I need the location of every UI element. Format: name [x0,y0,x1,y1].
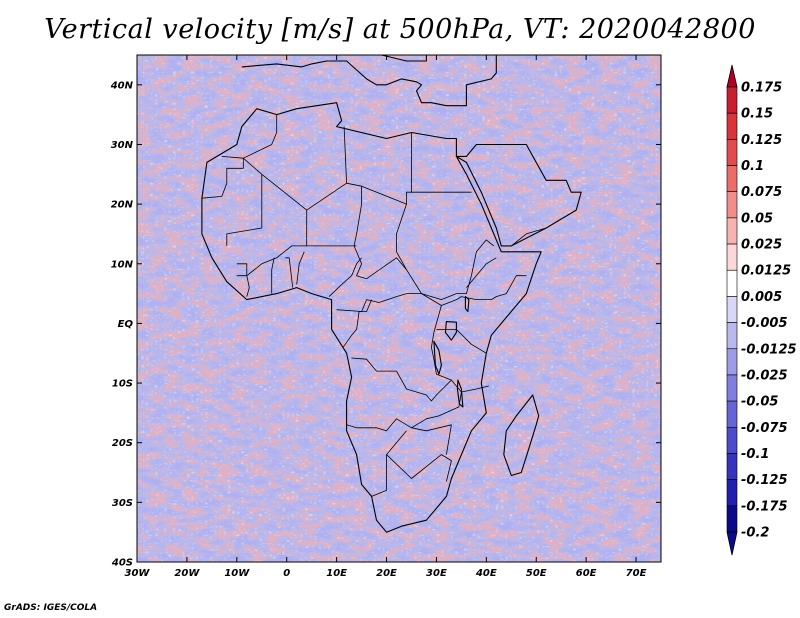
colorbar-swatch [726,269,738,297]
colorbar-label: -0.175 [741,499,788,514]
europe-coastline [241,55,497,107]
lake-outline-2 [456,379,464,408]
lat-label: 10N [111,259,134,270]
lat-label: 30S [112,498,133,509]
colorbar-swatch [726,243,738,271]
lat-label: 30N [111,140,134,151]
colorbar-label: -0.005 [741,316,788,331]
colorbar-label: 0.0125 [741,264,791,279]
colorbar-label: 0.005 [741,290,782,305]
longitude-labels: 30W 20W 10W 0 10E 20E 30E 40E 50E 60E 70E [125,568,647,579]
colorbar-label: -0.125 [741,473,788,488]
colorbar-swatch [726,217,738,245]
colorbar-label: 0.125 [741,133,782,148]
colorbar-label: -0.1 [741,447,769,462]
colorbar-label: -0.0125 [741,342,797,357]
lon-label: 10E [326,568,347,579]
colorbar: 0.175 0.15 0.125 0.1 0.075 0.05 0.025 0.0125 0.0… [726,64,797,556]
colorbar-swatch [726,64,738,88]
border-line-24 [386,454,452,482]
colorbar-swatch [726,426,738,454]
colorbar-swatch [726,453,738,480]
border-line-11 [296,251,305,285]
border-line-8 [353,186,407,280]
border-line-17 [342,299,372,348]
lon-label: 0 [283,568,290,579]
colorbar-swatch [726,112,738,140]
colorbar-swatch [726,531,738,556]
colorbar-label: -0.2 [741,526,769,541]
border-line-13 [271,257,275,294]
lat-label: 20S [112,438,133,449]
colorbar-label: 0.075 [741,185,782,200]
velocity-texture [137,55,661,562]
colorbar-swatch [726,505,738,533]
border-line-22 [461,385,489,393]
map-title: Vertical velocity [m/s] at 500hPa, VT: 2… [44,14,756,45]
lon-label: 30E [426,568,447,579]
border-line-25 [411,424,452,455]
madagascar-coastline [503,394,540,477]
lon-label: 60E [576,568,597,579]
border-line-7 [396,203,495,301]
lon-label: 50E [526,568,547,579]
colorbar-swatch [726,322,738,350]
map-frame [136,54,662,563]
lon-label: 40E [475,568,497,579]
border-line-21 [436,328,487,354]
colorbar-swatch [726,296,738,323]
lon-label: 20W [174,568,200,579]
border-line-15 [328,257,362,297]
border-line-12 [285,257,294,288]
lat-label: 40S [111,558,133,569]
colorbar-swatch [726,191,738,219]
lake-outline-3 [464,296,470,313]
border-line-19 [351,357,452,402]
border-line-20 [441,275,527,306]
colorbar-label: -0.05 [741,395,778,410]
lat-label: 10S [112,379,133,390]
lake-outline-1 [433,340,442,375]
border-line-14 [236,263,250,297]
colorbar-swatch [726,479,738,507]
border-line-3 [261,126,348,211]
lon-label: 10W [224,568,250,579]
lon-label: 20E [376,568,397,579]
colorbar-swatch [726,348,738,376]
lat-label: EQ [118,319,134,330]
arabia-coastline [455,143,582,247]
colorbar-swatch [726,165,738,193]
border-line-27 [511,227,547,247]
latitude-labels: 40N 30N 20N 10N EQ 10S 20S 30S 40S [110,80,134,568]
lake-outline-0 [444,321,457,341]
border-line-2 [226,157,263,246]
colorbar-swatch [726,374,738,402]
map-outlines [201,55,582,533]
colorbar-swatch [726,400,738,428]
colorbar-label: 0.025 [741,238,782,253]
map-ticks [136,55,661,563]
colorbar-label: 0.1 [741,159,764,174]
colorbar-label: 0.15 [741,107,773,122]
border-line-23 [371,430,407,497]
border-line-1 [243,114,278,159]
lat-label: 40N [110,80,134,91]
colorbar-label: 0.175 [741,81,782,96]
colorbar-swatch [726,139,738,166]
colorbar-label: -0.075 [741,421,788,436]
colorbar-label: 0.05 [741,211,773,226]
africa-coastline [201,102,542,533]
border-line-26 [466,257,497,288]
grads-credit: GrADS: IGES/COLA [4,603,98,613]
lat-label: 20N [111,200,134,211]
lon-label: 70E [626,568,647,579]
colorbar-label: -0.025 [741,368,788,383]
lon-label: 30W [125,568,151,579]
colorbar-swatch [726,86,738,114]
